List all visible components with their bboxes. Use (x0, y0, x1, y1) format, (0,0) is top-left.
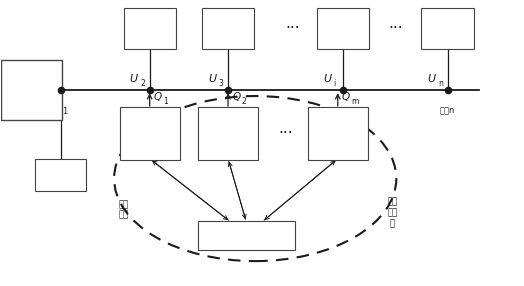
Text: m: m (352, 96, 359, 106)
Text: U: U (130, 74, 138, 84)
Text: n: n (438, 79, 443, 88)
FancyBboxPatch shape (202, 8, 254, 49)
Text: 3: 3 (219, 79, 224, 88)
Text: i: i (334, 79, 336, 88)
Text: 配电系
统供电
变电站: 配电系 统供电 变电站 (24, 75, 39, 106)
FancyBboxPatch shape (1, 60, 62, 120)
FancyBboxPatch shape (35, 159, 86, 191)
Text: 2: 2 (242, 96, 246, 106)
Text: U: U (323, 74, 331, 84)
Text: 2: 2 (140, 79, 145, 88)
Text: 监测
装甲i: 监测 装甲i (337, 19, 350, 38)
Text: 监测
装甲3: 监测 装甲3 (220, 19, 236, 38)
Text: Q: Q (342, 92, 350, 102)
FancyBboxPatch shape (317, 8, 369, 49)
Text: Q: Q (232, 92, 241, 102)
Text: 集中控制器: 集中控制器 (232, 231, 261, 241)
Text: 节点1: 节点1 (53, 106, 69, 115)
Text: 监测
装甲n: 监测 装甲n (440, 19, 455, 38)
Text: 节点n: 节点n (440, 106, 455, 115)
Text: 监测
装甲1: 监测 装甲1 (53, 165, 69, 185)
FancyBboxPatch shape (198, 221, 294, 251)
FancyBboxPatch shape (119, 108, 180, 160)
Text: U: U (208, 74, 216, 84)
FancyBboxPatch shape (308, 108, 368, 160)
Text: 节点3: 节点3 (221, 106, 236, 115)
Text: ···: ··· (388, 21, 402, 36)
Text: 监测
装甲2: 监测 装甲2 (142, 19, 158, 38)
Text: 分布
式电
源m: 分布 式电 源m (331, 118, 344, 149)
FancyBboxPatch shape (198, 108, 258, 160)
Text: 分布
式电
最1: 分布 式电 最1 (144, 118, 155, 149)
Text: 通信
线路: 通信 线路 (118, 200, 128, 220)
Text: ···: ··· (278, 126, 293, 141)
Text: Q: Q (154, 92, 162, 102)
Text: U: U (428, 74, 436, 84)
Text: U: U (41, 74, 49, 84)
Text: 节点2: 节点2 (142, 106, 157, 115)
Text: 分布
式电
最2: 分布 式电 最2 (223, 118, 233, 149)
Text: ···: ··· (285, 21, 300, 36)
Text: 节点i: 节点i (337, 106, 349, 115)
Text: 1: 1 (163, 96, 168, 106)
Text: 1: 1 (51, 79, 56, 88)
FancyBboxPatch shape (124, 8, 176, 49)
FancyBboxPatch shape (421, 8, 474, 49)
Text: 虚拟
发电
厂: 虚拟 发电 厂 (388, 197, 398, 228)
